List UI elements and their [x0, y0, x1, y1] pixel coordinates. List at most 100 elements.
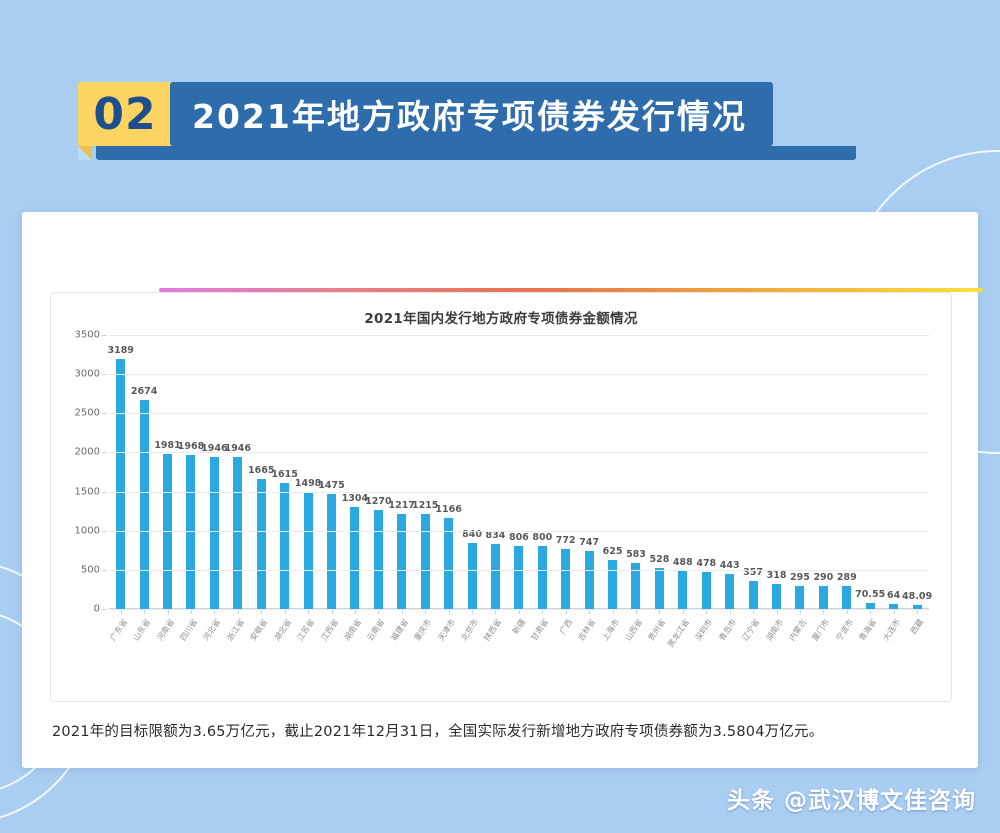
bar-item: 806 新疆 — [507, 335, 530, 636]
bar-item: 1981 河南省 — [154, 335, 180, 643]
bar-item: 48.09 西藏 — [902, 335, 932, 636]
x-axis-tick-label: 青海省 — [857, 617, 879, 643]
bar — [397, 513, 407, 609]
bar — [233, 456, 243, 609]
bar-value-label: 1217 — [388, 499, 415, 511]
x-axis-tick-mark — [425, 609, 427, 614]
bar-item: 318 湖南市 — [764, 335, 788, 642]
x-axis-tick-label: 湖南省 — [342, 617, 364, 643]
x-axis-tick-label: 新疆 — [510, 617, 528, 636]
x-axis-tick-mark — [120, 609, 122, 614]
x-axis-tick-label: 湖南市 — [763, 617, 785, 643]
bar — [678, 570, 688, 609]
x-axis-tick-mark — [308, 609, 310, 614]
bar — [654, 567, 664, 609]
y-axis-tick-label: 3500 — [74, 329, 100, 341]
bar — [373, 509, 383, 609]
bar — [725, 574, 735, 609]
y-axis-tick-mark — [102, 609, 107, 610]
x-axis-tick-mark — [682, 609, 684, 614]
x-axis-tick-mark — [261, 609, 263, 614]
bar-value-label: 318 — [766, 570, 787, 582]
bar-item: 70.55 青海省 — [855, 335, 885, 642]
bar-item: 1217 福建省 — [388, 335, 415, 643]
x-axis-tick-mark — [659, 609, 661, 614]
grid-line — [109, 452, 929, 454]
bar — [116, 359, 126, 609]
x-axis-tick-mark — [589, 609, 591, 614]
bar-item: 290 厦门市 — [811, 335, 835, 642]
y-axis-tick-mark — [102, 491, 107, 493]
y-axis-tick-mark — [102, 530, 107, 532]
y-axis-tick-label: 3000 — [74, 368, 100, 380]
bar-value-label: 1968 — [177, 440, 205, 452]
y-axis-tick-mark — [102, 374, 107, 376]
x-axis-tick-label: 广东省 — [108, 617, 129, 643]
x-axis-tick-mark — [870, 609, 872, 614]
bar-value-label: 840 — [462, 529, 482, 541]
x-axis-tick-label: 宁波市 — [834, 617, 856, 643]
bar — [865, 603, 875, 609]
bar-value-label: 1498 — [294, 477, 322, 489]
x-axis-tick-label: 西藏 — [908, 617, 926, 636]
bar-value-label: 488 — [672, 556, 693, 568]
y-axis-tick-label: 1500 — [74, 486, 100, 498]
x-axis-tick-mark — [190, 609, 192, 614]
bar-item: 1968 四川省 — [177, 335, 205, 643]
bar-item: 357 辽宁省 — [741, 335, 764, 642]
section-header: 02 2021年地方政府专项债券发行情况 — [78, 82, 773, 160]
x-axis-tick-mark — [331, 609, 333, 614]
bar-item: 295 内蒙古 — [787, 335, 811, 643]
x-axis-tick-label: 福建省 — [389, 617, 411, 643]
x-axis-tick-label: 甘肃省 — [529, 617, 551, 643]
bar-value-label: 295 — [790, 571, 810, 583]
bar-value-label: 806 — [508, 531, 529, 543]
bar-value-label: 290 — [813, 572, 834, 584]
bar — [467, 543, 477, 609]
bar-item: 583 山西省 — [623, 335, 647, 642]
chart-caption: 2021年的目标限额为3.65万亿元，截止2021年12月31日，全国实际发行新… — [52, 724, 824, 740]
x-axis-tick-mark — [284, 609, 286, 614]
bar-value-label: 70.55 — [855, 589, 886, 601]
x-axis-tick-label: 江苏省 — [295, 617, 317, 643]
chart-container: 2021年国内发行地方政府专项债券金额情况 3189 广东省 2674 山东省 1981… — [50, 292, 952, 702]
bar-value-label: 443 — [719, 560, 740, 572]
y-axis-tick-mark — [102, 335, 107, 336]
bar — [701, 571, 711, 609]
x-axis-tick-mark — [612, 609, 614, 614]
bar — [350, 506, 360, 609]
x-axis-tick-mark — [542, 609, 544, 614]
y-axis-tick-label: 2000 — [74, 446, 100, 458]
bar-item: 747 吉林省 — [577, 335, 600, 643]
y-axis-tick-label: 0 — [93, 603, 100, 615]
bar-value-label: 1475 — [318, 479, 345, 491]
x-axis-tick-label: 厦门市 — [810, 617, 832, 643]
bar — [537, 546, 547, 609]
bar-value-label: 1946 — [224, 442, 252, 454]
bar — [490, 543, 500, 609]
bar — [420, 513, 430, 609]
x-axis-tick-label: 安徽省 — [248, 617, 270, 643]
x-axis-tick-label: 重庆市 — [412, 617, 434, 643]
bar-item: 1615 湖北省 — [271, 335, 297, 643]
bar — [139, 399, 149, 609]
x-axis-tick-mark — [518, 609, 520, 614]
x-axis-tick-mark — [354, 609, 356, 614]
x-axis-tick-mark — [472, 609, 474, 614]
bar-item: 1946 河北省 — [201, 335, 227, 643]
chart-title: 2021年国内发行地方政府专项债券金额情况 — [364, 311, 638, 327]
watermark: 头条 @武汉博文佳咨询 — [726, 788, 976, 814]
bar-item: 289 宁波市 — [834, 335, 858, 642]
bar-value-label: 289 — [836, 572, 857, 584]
bar-value-label: 1215 — [411, 499, 439, 511]
x-axis-tick-mark — [729, 609, 731, 614]
chart-plot-area: 3189 广东省 2674 山东省 1981 河南省 1968 四川省 1946 河北省 1946 浙… — [75, 330, 933, 650]
bar-value-label: 48.09 — [902, 591, 933, 603]
bar — [631, 563, 641, 609]
bar-series: 3189 广东省 2674 山东省 1981 河南省 1968 四川省 1946 河北省 1946 浙… — [107, 335, 932, 649]
y-axis-tick-mark — [102, 569, 107, 571]
bar-value-label: 1166 — [435, 503, 462, 515]
bar-item: 834 陕西省 — [483, 335, 507, 643]
x-axis-tick-mark — [799, 609, 801, 614]
y-axis-tick-label: 1000 — [74, 525, 100, 537]
